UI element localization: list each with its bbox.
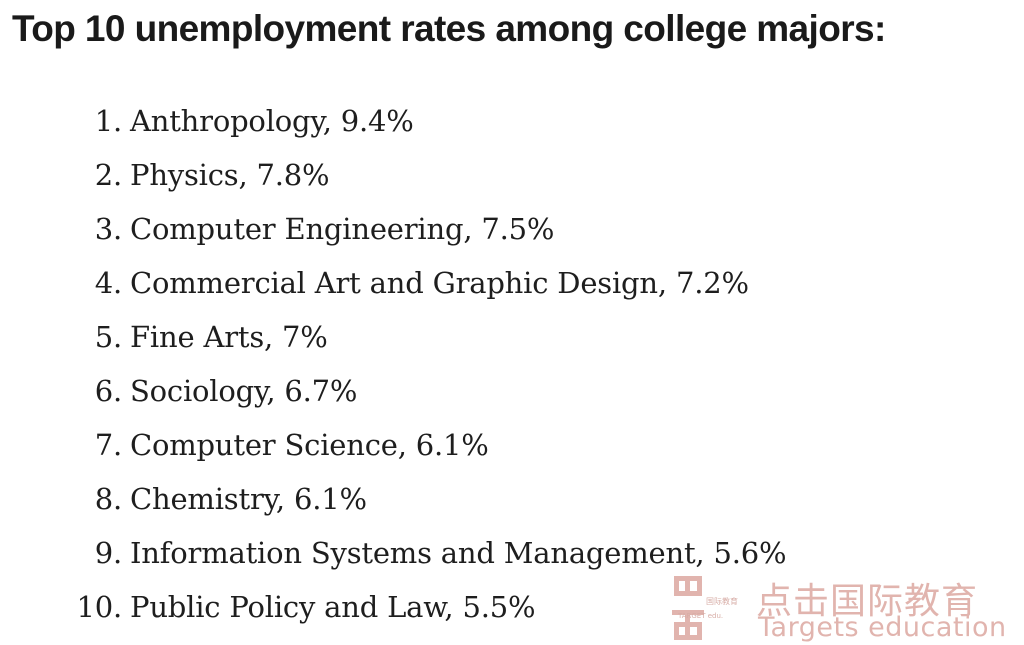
watermark-logo-icon: [672, 576, 704, 640]
page-title: Top 10 unemployment rates among college …: [12, 8, 886, 49]
watermark-en-title: Targets education: [758, 612, 1007, 643]
list-item-text: Computer Engineering, 7.5%: [130, 212, 555, 246]
list-item-text: Commercial Art and Graphic Design, 7.2%: [130, 266, 749, 300]
list-item-text: Information Systems and Management, 5.6%: [130, 536, 787, 570]
list-item-number: 4.: [94, 266, 122, 300]
list-item-number: 8.: [94, 482, 122, 516]
list-item-number: 7.: [94, 428, 122, 462]
list-item-number: 1.: [94, 104, 122, 138]
watermark-small-en: TARGET edu.: [678, 612, 724, 620]
list-item-text: Anthropology, 9.4%: [130, 104, 414, 138]
list-item-text: Computer Science, 6.1%: [130, 428, 489, 462]
list-item-number: 6.: [94, 374, 122, 408]
list-item-text: Fine Arts, 7%: [130, 320, 328, 354]
list-item-number: 10.: [76, 590, 122, 624]
list-item-number: 2.: [94, 158, 122, 192]
watermark-cn-title: 点击国际教育: [756, 581, 979, 622]
list-item-number: 9.: [94, 536, 122, 570]
watermark-small-cn: 国际教育: [706, 597, 738, 606]
list-item-number: 5.: [94, 320, 122, 354]
list-item-text: Physics, 7.8%: [130, 158, 330, 192]
watermark: 国际教育 TARGET edu. 点击国际教育 Targets educatio…: [672, 572, 1020, 643]
list-item-number: 3.: [94, 212, 122, 246]
list-item-text: Chemistry, 6.1%: [130, 482, 367, 516]
list-item-text: Sociology, 6.7%: [130, 374, 358, 408]
list-item-text: Public Policy and Law, 5.5%: [130, 590, 536, 624]
